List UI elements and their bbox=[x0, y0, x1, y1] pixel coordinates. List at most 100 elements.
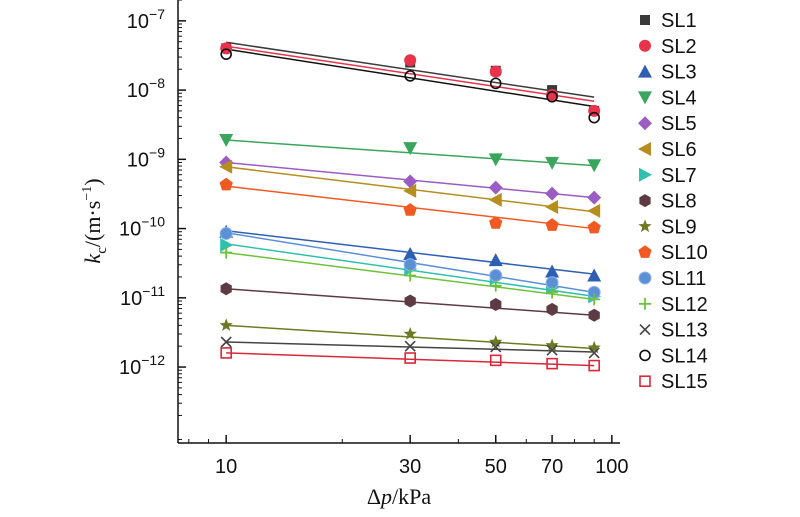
x-tick-labels: 10 30 50 70 100 bbox=[215, 456, 628, 478]
data-point-sl4 bbox=[587, 159, 602, 173]
data-point-sl14 bbox=[489, 77, 502, 90]
data-point-sl9 bbox=[545, 338, 559, 352]
data-point-sl9 bbox=[403, 327, 417, 340]
legend-marker-sl9 bbox=[638, 219, 652, 233]
legend-marker-sl12 bbox=[639, 297, 651, 310]
y-axis-label-group: kc/(m·s−1) bbox=[80, 178, 110, 263]
data-point-sl2 bbox=[489, 65, 502, 78]
y-tick-label: 10−7 bbox=[127, 6, 165, 33]
fit-line-sl9 bbox=[226, 324, 595, 350]
y-tick-label: 10−10 bbox=[119, 214, 165, 241]
data-point-sl6 bbox=[587, 203, 601, 218]
data-point-sl8 bbox=[546, 302, 558, 316]
fit-line-sl1 bbox=[226, 41, 595, 98]
data-point-sl12 bbox=[489, 279, 502, 292]
legend-label: SL4 bbox=[661, 87, 697, 109]
data-point-sl13 bbox=[220, 336, 232, 348]
data-point-sl9 bbox=[587, 340, 601, 354]
data-point-sl10 bbox=[545, 218, 559, 231]
data-point-sl15 bbox=[404, 352, 416, 364]
axes-frame bbox=[177, 0, 620, 444]
data-point-sl4 bbox=[488, 153, 503, 167]
fit-line-sl15 bbox=[226, 352, 595, 367]
legend-marker-sl7 bbox=[639, 167, 652, 182]
data-point-sl12 bbox=[220, 246, 233, 259]
data-point-sl12 bbox=[588, 293, 601, 306]
data-point-sl7 bbox=[220, 237, 234, 252]
legend-label: SL14 bbox=[661, 345, 708, 367]
x-tick-label: 70 bbox=[541, 456, 563, 478]
legend-label: SL6 bbox=[661, 139, 697, 161]
legend-label: SL13 bbox=[661, 320, 708, 342]
data-point-sl8 bbox=[490, 298, 502, 312]
data-point-sl4 bbox=[219, 134, 234, 148]
data-point-sl14 bbox=[404, 70, 416, 82]
data-point-sl15 bbox=[489, 354, 502, 367]
x-axis-label: Δp/kPa bbox=[367, 484, 432, 509]
legend-marker-sl13 bbox=[639, 324, 651, 336]
y-tick-label: 10−8 bbox=[127, 75, 165, 102]
data-point-sl5 bbox=[403, 174, 418, 189]
data-point-sl11 bbox=[403, 258, 417, 272]
legend-label: SL1 bbox=[661, 10, 697, 32]
legend-label: SL2 bbox=[661, 36, 697, 58]
data-point-sl11 bbox=[219, 226, 233, 240]
legend-marker-sl11 bbox=[638, 271, 652, 285]
legend-label: SL12 bbox=[661, 294, 708, 316]
data-point-sl13 bbox=[546, 344, 558, 356]
legend-marker-sl2 bbox=[639, 39, 651, 52]
data-point-sl13 bbox=[490, 341, 502, 353]
y-tick-label: 10−9 bbox=[127, 144, 165, 171]
data-point-sl15 bbox=[546, 357, 558, 370]
legend-label: SL9 bbox=[661, 216, 697, 238]
grid-ticks bbox=[178, 0, 613, 444]
data-point-sl10 bbox=[403, 203, 417, 216]
data-point-sl3 bbox=[545, 264, 560, 278]
data-point-sl13 bbox=[404, 340, 416, 352]
data-point-sl10 bbox=[587, 220, 601, 234]
data-point-sl14 bbox=[220, 48, 232, 60]
fit-line-sl2 bbox=[226, 45, 595, 102]
data-point-sl12 bbox=[404, 269, 417, 282]
x-tick-label: 10 bbox=[215, 456, 237, 478]
legend-marker-sl14 bbox=[639, 349, 651, 362]
legend-marker-sl3 bbox=[638, 64, 652, 78]
legend-marker-sl1 bbox=[640, 15, 650, 25]
data-point-sl9 bbox=[219, 318, 233, 332]
legend-label: SL5 bbox=[661, 113, 697, 135]
x-tick-label: 100 bbox=[595, 456, 628, 478]
data-point-sl3 bbox=[403, 246, 418, 260]
data-point-sl15 bbox=[220, 347, 232, 359]
data-point-sl14 bbox=[546, 90, 558, 103]
legend-marker-sl10 bbox=[638, 245, 652, 258]
x-tick-label: 50 bbox=[485, 456, 507, 478]
legend-label: SL15 bbox=[661, 371, 708, 393]
data-point-sl8 bbox=[220, 282, 232, 296]
legend-label: SL8 bbox=[661, 191, 697, 213]
data-points bbox=[219, 42, 602, 372]
data-point-sl2 bbox=[404, 54, 417, 67]
data-point-sl5 bbox=[488, 180, 503, 195]
legend-marker-sl4 bbox=[638, 91, 652, 105]
y-tick-label: 10−11 bbox=[120, 283, 165, 310]
x-tick-label: 30 bbox=[399, 456, 421, 478]
data-point-sl4 bbox=[403, 142, 418, 156]
legend-marker-sl6 bbox=[638, 142, 651, 156]
data-point-sl6 bbox=[488, 192, 502, 207]
data-point-sl13 bbox=[588, 347, 600, 359]
data-point-sl10 bbox=[219, 177, 233, 191]
y-tick-labels: 10−7 10−8 10−9 10−10 10−11 10−12 bbox=[119, 6, 165, 379]
y-tick-label: 10−12 bbox=[119, 352, 165, 379]
data-point-sl5 bbox=[545, 186, 560, 201]
data-point-sl8 bbox=[588, 308, 600, 322]
data-point-sl14 bbox=[588, 111, 600, 124]
data-point-sl9 bbox=[489, 335, 503, 348]
data-point-sl5 bbox=[587, 190, 602, 205]
data-point-sl3 bbox=[488, 253, 503, 267]
legend-label: SL3 bbox=[661, 62, 697, 84]
legend-marker-sl8 bbox=[639, 194, 651, 208]
data-point-sl3 bbox=[587, 268, 602, 282]
legend-marker-sl15 bbox=[639, 375, 651, 388]
legend-label: SL10 bbox=[661, 242, 708, 264]
